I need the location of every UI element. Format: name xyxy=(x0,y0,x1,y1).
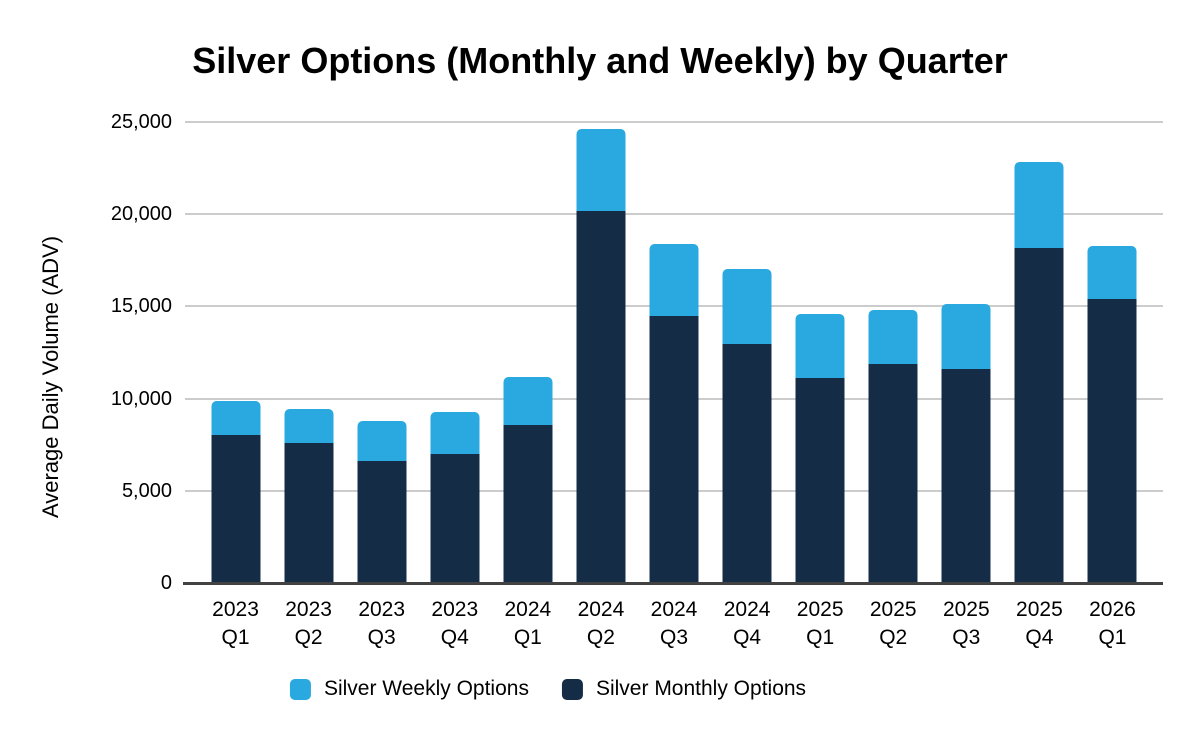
y-axis-title: Average Daily Volume (ADV) xyxy=(38,235,63,519)
bar-2024-q1[interactable] xyxy=(503,377,553,583)
gridline-20000 xyxy=(185,213,1163,216)
legend-item-silver-monthly-options[interactable]: Silver Monthly Options xyxy=(561,677,807,701)
bar-slot: 2025 Q1 xyxy=(784,122,857,649)
bar-segment-silver-weekly-options[interactable] xyxy=(357,420,407,462)
bar-segment-silver-weekly-options[interactable] xyxy=(1014,161,1064,249)
bar-segment-silver-monthly-options[interactable] xyxy=(722,344,772,583)
bar-segment-silver-monthly-options[interactable] xyxy=(1014,248,1064,583)
bar-slot: 2023 Q4 xyxy=(418,122,491,649)
bar-slot: 2025 Q2 xyxy=(857,122,930,649)
bar-2025-q1[interactable] xyxy=(795,313,845,583)
bar-segment-silver-weekly-options[interactable] xyxy=(868,310,918,364)
bar-segment-silver-monthly-options[interactable] xyxy=(430,453,480,583)
legend-swatch-icon xyxy=(289,678,311,700)
plot-area: 2023 Q1 2023 Q2 2023 Q3 2023 Q4 2024 Q1 2024 … xyxy=(183,121,1163,649)
bar-2024-q3[interactable] xyxy=(649,243,699,583)
x-axis-label: 2025 Q2 xyxy=(869,598,917,649)
y-tick-label: 5,000 xyxy=(121,479,172,502)
bar-segment-silver-weekly-options[interactable] xyxy=(1087,245,1137,300)
bar-segment-silver-weekly-options[interactable] xyxy=(284,408,334,443)
y-tick-label: 25,000 xyxy=(110,111,172,133)
bar-segment-silver-weekly-options[interactable] xyxy=(211,401,261,435)
legend: Silver Weekly Options Silver Monthly Opti… xyxy=(289,677,807,701)
x-axis-label: 2026 Q1 xyxy=(1089,598,1136,649)
x-axis-label: 2025 Q3 xyxy=(942,598,990,649)
bar-segment-silver-monthly-options[interactable] xyxy=(649,315,699,583)
bar-segment-silver-monthly-options[interactable] xyxy=(868,363,918,583)
bar-segment-silver-monthly-options[interactable] xyxy=(211,434,261,583)
bar-slot: 2024 Q4 xyxy=(711,122,784,649)
bar-segment-silver-weekly-options[interactable] xyxy=(722,268,772,345)
x-axis-label: 2023 Q4 xyxy=(431,598,479,649)
bar-segment-silver-monthly-options[interactable] xyxy=(941,369,991,583)
x-axis-label: 2024 Q2 xyxy=(577,598,625,649)
bar-2023-q4[interactable] xyxy=(430,411,480,583)
y-tick-label: 10,000 xyxy=(110,387,172,410)
bar-segment-silver-weekly-options[interactable] xyxy=(503,377,553,426)
x-axis-label: 2023 Q3 xyxy=(358,598,406,649)
bar-segment-silver-weekly-options[interactable] xyxy=(795,313,845,379)
bar-slot: 2024 Q3 xyxy=(637,122,710,649)
bar-segment-silver-monthly-options[interactable] xyxy=(357,461,407,583)
bar-slot: 2024 Q1 xyxy=(491,122,564,649)
bar-segment-silver-weekly-options[interactable] xyxy=(649,243,699,316)
bar-2025-q4[interactable] xyxy=(1014,161,1064,583)
bar-2026-q1[interactable] xyxy=(1087,245,1137,583)
x-axis-label: 2025 Q1 xyxy=(796,598,844,649)
bar-segment-silver-weekly-options[interactable] xyxy=(430,411,480,454)
bar-segment-silver-monthly-options[interactable] xyxy=(795,378,845,583)
bar-segment-silver-monthly-options[interactable] xyxy=(284,442,334,583)
legend-item-silver-weekly-options[interactable]: Silver Weekly Options xyxy=(289,677,529,701)
legend-swatch-icon xyxy=(561,678,583,700)
bar-segment-silver-monthly-options[interactable] xyxy=(576,211,626,583)
x-axis-line xyxy=(183,582,1163,585)
legend-label: Silver Weekly Options xyxy=(323,677,529,700)
x-axis-label: 2023 Q2 xyxy=(285,598,332,649)
legend-label: Silver Monthly Options xyxy=(595,677,807,700)
bar-segment-silver-weekly-options[interactable] xyxy=(576,129,626,212)
bar-2023-q3[interactable] xyxy=(357,420,407,583)
bars-row: 2023 Q1 2023 Q2 2023 Q3 2023 Q4 2024 Q1 2024 … xyxy=(199,122,1149,649)
bar-2024-q4[interactable] xyxy=(722,268,772,583)
x-axis-label: 2024 Q1 xyxy=(504,598,552,649)
bar-segment-silver-monthly-options[interactable] xyxy=(1087,299,1137,583)
bar-2025-q2[interactable] xyxy=(868,310,918,583)
y-tick-label: 0 xyxy=(160,572,172,594)
bar-segment-silver-weekly-options[interactable] xyxy=(941,303,991,370)
x-axis-label: 2024 Q3 xyxy=(650,598,698,649)
x-axis-label: 2023 Q1 xyxy=(212,598,259,649)
bar-slot: 2023 Q1 xyxy=(199,122,272,649)
bar-slot: 2024 Q2 xyxy=(564,122,637,649)
bar-2025-q3[interactable] xyxy=(941,303,991,583)
bar-slot: 2023 Q3 xyxy=(345,122,418,649)
y-tick-label: 15,000 xyxy=(110,295,172,318)
bar-2023-q2[interactable] xyxy=(284,408,334,583)
x-axis-label: 2024 Q4 xyxy=(723,598,771,649)
bar-slot: 2023 Q2 xyxy=(272,122,345,649)
bar-slot: 2025 Q3 xyxy=(930,122,1003,649)
chart-title: Silver Options (Monthly and Weekly) by Q… xyxy=(192,40,1008,81)
bar-slot: 2025 Q4 xyxy=(1003,122,1076,649)
bar-segment-silver-monthly-options[interactable] xyxy=(503,425,553,583)
gridline-25000 xyxy=(185,121,1163,123)
bar-2024-q2[interactable] xyxy=(576,129,626,583)
bar-slot: 2026 Q1 xyxy=(1076,122,1149,649)
x-axis-label: 2025 Q4 xyxy=(1016,598,1063,649)
y-tick-label: 20,000 xyxy=(110,203,172,226)
bar-2023-q1[interactable] xyxy=(211,401,261,583)
